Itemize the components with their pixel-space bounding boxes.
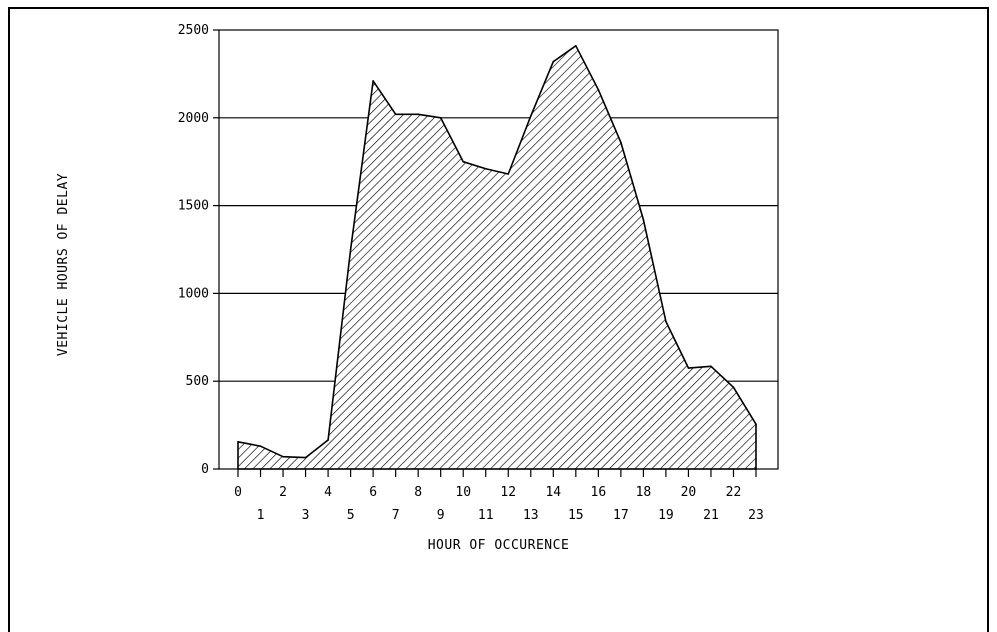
y-tick-label: 500 xyxy=(186,374,209,389)
x-tick-label: 23 xyxy=(748,508,764,523)
y-tick-label: 0 xyxy=(201,462,209,477)
data-point xyxy=(552,60,555,63)
data-point xyxy=(282,455,284,458)
x-tick-label: 6 xyxy=(369,485,377,500)
x-tick-label: 1 xyxy=(257,508,265,523)
data-point xyxy=(349,248,352,251)
data-point xyxy=(529,115,532,117)
x-tick-label: 18 xyxy=(636,485,652,500)
figure-frame xyxy=(8,7,989,632)
y-tick-label: 2500 xyxy=(178,23,209,38)
x-tick-label: 11 xyxy=(478,508,494,523)
x-axis-label: HOUR OF OCCURENCE xyxy=(428,538,570,553)
data-point xyxy=(732,386,735,389)
x-tick-label: 19 xyxy=(658,508,674,523)
x-tick-label: 21 xyxy=(703,508,719,523)
y-tick-label: 1000 xyxy=(178,286,209,301)
data-point xyxy=(439,117,442,119)
data-point xyxy=(304,456,307,459)
y-tick-label: 2000 xyxy=(178,111,209,126)
x-tick-label: 7 xyxy=(392,508,400,523)
x-tick-label: 12 xyxy=(500,485,516,500)
x-tick-label: 14 xyxy=(545,485,561,500)
data-point xyxy=(372,80,374,82)
data-point xyxy=(710,365,712,368)
plot-border xyxy=(218,29,779,470)
x-tick-label: 2 xyxy=(279,485,287,500)
x-tick-label: 10 xyxy=(455,485,471,500)
x-tick-label: 0 xyxy=(234,485,242,500)
data-point xyxy=(394,113,397,116)
data-point xyxy=(507,173,510,175)
data-point xyxy=(327,439,329,441)
x-tick-label: 15 xyxy=(568,508,584,523)
data-point xyxy=(462,160,465,163)
data-point xyxy=(259,445,262,447)
x-tick-label: 5 xyxy=(347,508,355,523)
data-point xyxy=(620,141,622,144)
data-point xyxy=(642,218,645,221)
data-point xyxy=(687,367,690,369)
x-tick-label: 22 xyxy=(726,485,742,500)
area-series xyxy=(237,45,757,470)
x-tick-label: 13 xyxy=(523,508,539,523)
x-tick-label: 4 xyxy=(324,485,332,500)
data-point xyxy=(575,45,577,47)
area-fill xyxy=(237,45,757,470)
x-tick-label: 8 xyxy=(414,485,422,500)
x-tick-label: 16 xyxy=(591,485,607,500)
data-point xyxy=(597,88,600,91)
x-tick-label: 3 xyxy=(302,508,310,523)
x-tick-label: 20 xyxy=(681,485,697,500)
y-tick-label: 1500 xyxy=(178,199,209,214)
y-axis-ticks: 0 500 1000 1500 2000 2500 xyxy=(178,23,219,477)
data-point xyxy=(665,320,667,323)
x-tick-label: 17 xyxy=(613,508,629,523)
data-point xyxy=(417,113,419,116)
data-point xyxy=(484,167,487,170)
x-tick-label: 9 xyxy=(437,508,445,523)
y-axis-label: VEHICLE HOURS OF DELAY xyxy=(56,173,71,356)
data-point xyxy=(755,423,757,426)
data-point xyxy=(237,440,239,443)
